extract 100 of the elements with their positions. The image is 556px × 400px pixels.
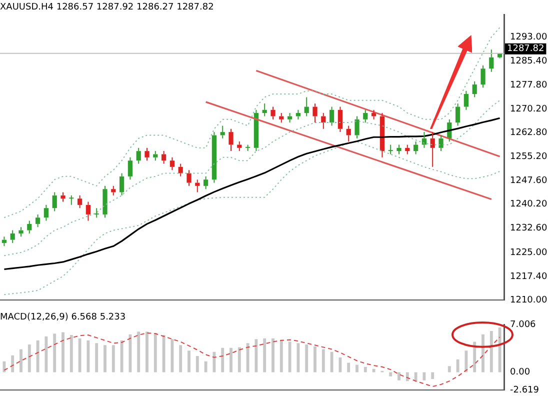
candlestick <box>321 112 326 130</box>
bar <box>364 366 367 372</box>
bar <box>221 348 224 372</box>
bar <box>338 357 342 372</box>
candlestick <box>413 141 418 155</box>
candlestick <box>144 147 150 162</box>
candlestick <box>161 150 166 164</box>
y-tick-label: 1285.40 <box>510 56 548 66</box>
bar <box>120 340 124 372</box>
y-tick-label: 7.006 <box>510 320 536 330</box>
line-series <box>4 332 500 387</box>
candlestick <box>18 226 24 238</box>
bar <box>272 338 274 372</box>
bar <box>53 334 56 372</box>
bar <box>288 342 292 372</box>
bar <box>464 350 468 372</box>
candlestick <box>77 194 82 209</box>
bar <box>95 343 98 372</box>
bar <box>498 328 502 372</box>
y-tick-label: 1270.20 <box>510 104 548 115</box>
bar <box>70 335 73 372</box>
candlestick <box>44 204 49 222</box>
candlestick <box>380 112 385 158</box>
candlestick <box>2 236 7 247</box>
bar <box>456 359 460 372</box>
bar <box>448 366 451 372</box>
bar <box>154 332 157 372</box>
y-tick-label: 1225.00 <box>510 248 548 258</box>
bar <box>112 345 115 372</box>
candlestick <box>304 96 309 117</box>
y-tick-label: 1240.20 <box>510 200 548 210</box>
bar <box>372 368 376 372</box>
bar <box>473 342 476 372</box>
candlestick <box>338 106 343 133</box>
bar <box>204 361 208 372</box>
candlestick <box>396 144 402 155</box>
bar <box>162 335 166 372</box>
candlestick <box>472 80 477 98</box>
candlestick <box>136 147 141 164</box>
bar <box>188 350 190 372</box>
bar <box>86 340 90 372</box>
bar <box>490 330 493 372</box>
candlestick <box>455 103 460 126</box>
bar <box>305 344 308 372</box>
candlestick <box>60 192 66 202</box>
candlestick <box>329 106 334 126</box>
candlestick <box>178 163 183 177</box>
bar <box>314 346 316 372</box>
bar <box>2 361 6 372</box>
candlestick <box>237 141 242 152</box>
candlestick <box>86 201 91 222</box>
bar <box>212 352 216 372</box>
y-tick-label: 1277.80 <box>510 80 548 90</box>
candlestick <box>203 176 208 190</box>
bar <box>20 349 22 372</box>
candlestick <box>35 214 40 228</box>
bar <box>246 343 250 372</box>
line-series <box>4 141 500 296</box>
candlestick <box>430 132 435 168</box>
candlestick <box>405 144 410 155</box>
candlestick <box>220 125 225 139</box>
candlestick <box>480 65 486 88</box>
y-tick-label: 1262.80 <box>510 128 548 138</box>
candlestick <box>489 49 494 72</box>
y-tick-label: 1293.00 <box>510 32 548 42</box>
bar <box>389 372 392 376</box>
y-tick-label: 0.00 <box>510 368 530 378</box>
line-series <box>4 26 500 218</box>
bar <box>28 344 31 372</box>
candlestick <box>354 116 360 139</box>
y-tick-label: -2.619 <box>510 385 540 396</box>
y-tick-label: 1217.40 <box>510 272 548 282</box>
candlestick <box>27 220 32 234</box>
bar <box>146 332 148 372</box>
bar <box>137 332 140 372</box>
candlestick <box>10 230 15 244</box>
line-series <box>4 100 500 256</box>
bar <box>104 345 106 372</box>
bar <box>128 334 132 372</box>
bar <box>254 339 258 372</box>
candlestick <box>212 132 217 184</box>
candlestick <box>111 185 116 196</box>
bar <box>322 349 325 372</box>
candlestick <box>254 109 259 152</box>
candlestick <box>287 112 292 124</box>
bar <box>179 345 182 372</box>
bar <box>280 340 283 372</box>
candlestick <box>170 156 175 171</box>
candlestick <box>228 128 234 152</box>
candlestick <box>153 150 158 162</box>
candlestick <box>279 112 284 124</box>
bar <box>422 372 426 380</box>
y-tick-label: 1255.20 <box>510 152 548 162</box>
y-tick-label: 1210.00 <box>510 295 548 306</box>
bar <box>398 372 400 380</box>
candlestick <box>186 170 192 186</box>
candlestick <box>296 109 301 120</box>
candlestick <box>195 179 200 193</box>
candlestick <box>363 109 368 124</box>
bar <box>36 340 40 372</box>
